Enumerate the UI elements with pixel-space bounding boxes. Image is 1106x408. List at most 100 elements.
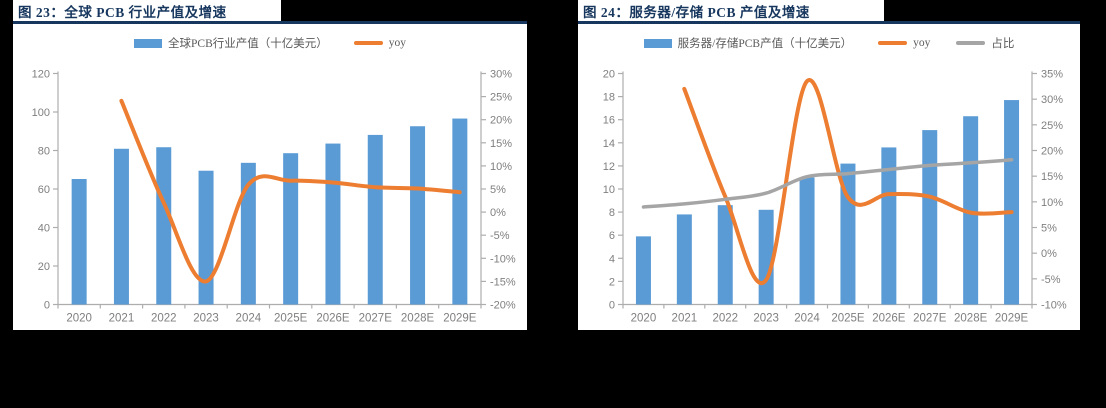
- figure-23-legend: 全球PCB行业产值（十亿美元） yoy: [13, 35, 527, 51]
- legend-line-swatch: [353, 41, 383, 45]
- x-axis-label: 2027E: [913, 313, 947, 325]
- legend-label: 占比: [991, 38, 1015, 50]
- bar-2022: [717, 205, 733, 305]
- right-axis-label: 5%: [490, 184, 506, 196]
- bar-2027E: [367, 134, 383, 305]
- bar-2027E: [922, 130, 938, 305]
- figure-23-title-underline: [13, 21, 527, 24]
- x-axis-label: 2020: [66, 313, 92, 325]
- x-axis-label: 2024: [794, 313, 820, 325]
- right-axis-label: 20%: [490, 115, 512, 127]
- right-axis-label: 35%: [1041, 69, 1063, 81]
- x-axis-label: 2022: [151, 313, 177, 325]
- bar-2029E: [1004, 100, 1020, 305]
- x-axis-label: 2026E: [316, 313, 350, 325]
- right-axis-label: 0%: [1041, 248, 1057, 260]
- x-axis-label: 2020: [631, 313, 657, 325]
- legend-item: 占比: [956, 35, 1014, 51]
- right-axis-label: -5%: [1041, 274, 1061, 286]
- left-axis-label: 16: [603, 115, 615, 127]
- bar-2028E: [410, 126, 426, 305]
- right-axis-label: -20%: [490, 300, 516, 312]
- right-axis-label: 5%: [1041, 223, 1057, 235]
- bar-2024: [799, 177, 815, 305]
- right-axis-label: -10%: [490, 253, 516, 265]
- left-axis-label: 120: [32, 69, 50, 81]
- right-axis-label: -5%: [490, 230, 510, 242]
- bar-series: [71, 118, 468, 305]
- right-axis-label: 25%: [490, 92, 512, 104]
- bar-2026E: [325, 143, 341, 305]
- right-axis-label: 25%: [1041, 120, 1063, 132]
- legend-bar-swatch: [643, 38, 672, 48]
- legend-item: yoy: [878, 37, 930, 49]
- left-axis-label: 80: [38, 146, 50, 158]
- x-axis-label: 2028E: [954, 313, 988, 325]
- figure-23-plot: 0 20 40 60 80 100 120 -20% -15% -10% -5% 0% 5% 10% 15%…: [32, 69, 516, 325]
- figure-24-panel: 图 24：服务器/存储 PCB 产值及增速 服务器/存储PCB产值（十亿美元） y…: [578, 0, 1080, 331]
- legend-label: 全球PCB行业产值（十亿美元）: [168, 38, 328, 50]
- left-axis-label: 20: [603, 69, 615, 81]
- x-axis-label: 2028E: [401, 313, 435, 325]
- left-axis-label: 18: [603, 92, 615, 104]
- right-axis-label: 30%: [490, 69, 512, 81]
- bar-2025E: [283, 153, 299, 305]
- left-axis-label: 0: [44, 300, 50, 312]
- left-axis-label: 12: [603, 161, 615, 173]
- bar-2021: [676, 214, 692, 305]
- figure-24-legend: 服务器/存储PCB产值（十亿美元） yoy 占比: [578, 35, 1080, 51]
- bar-2021: [113, 148, 129, 305]
- left-axis-label: 14: [603, 138, 615, 150]
- x-axis-label: 2021: [672, 313, 698, 325]
- figure-24-title-underline: [578, 21, 1080, 24]
- bar-2026E: [881, 147, 897, 305]
- right-axis-label: 20%: [1041, 146, 1063, 158]
- x-axis-label: 2027E: [359, 313, 393, 325]
- x-axis-label: 2029E: [443, 313, 477, 325]
- figure-23-panel: 图 23：全球 PCB 行业产值及增速 全球PCB行业产值（十亿美元） yoy 0…: [13, 0, 527, 331]
- x-axis-label: 2023: [193, 313, 219, 325]
- bar-2024: [240, 162, 256, 305]
- left-axis-label: 10: [603, 184, 615, 196]
- left-axis-label: 2: [609, 276, 615, 288]
- x-axis-label: 2026E: [872, 313, 906, 325]
- figure-24-title-box: 图 24：服务器/存储 PCB 产值及增速: [578, 0, 884, 21]
- right-axis-label: -15%: [490, 276, 516, 288]
- left-axis-label: 100: [32, 107, 50, 119]
- yoy-line: [119, 98, 462, 284]
- figure-23-title-box: 图 23：全球 PCB 行业产值及增速: [13, 0, 281, 21]
- right-axis-label: 30%: [1041, 94, 1063, 106]
- bar-2023: [198, 170, 214, 305]
- bar-series: [635, 100, 1020, 305]
- figure-24-plot: 0 2 4 6 8 10 12 14 16 18 20 -10% -5% 0% 5% 10% 15% 20% 25%…: [603, 69, 1067, 325]
- legend-label: 服务器/存储PCB产值（十亿美元）: [677, 38, 853, 50]
- yoy-line: [682, 78, 1014, 285]
- legend-line-swatch: [956, 41, 986, 45]
- x-axis-label: 2023: [753, 313, 779, 325]
- right-axis-label: 15%: [490, 138, 512, 150]
- legend-item: yoy: [353, 37, 406, 49]
- legend-label: yoy: [913, 37, 931, 49]
- left-axis-label: 8: [609, 207, 615, 219]
- left-axis-label: 20: [38, 261, 50, 273]
- x-axis-label: 2024: [236, 313, 262, 325]
- x-axis-label: 2021: [109, 313, 135, 325]
- right-axis-label: -10%: [1041, 300, 1067, 312]
- right-axis-label: 0%: [490, 207, 506, 219]
- legend-label: yoy: [388, 37, 406, 49]
- left-axis-label: 4: [609, 253, 615, 265]
- x-axis-label: 2022: [712, 313, 738, 325]
- figure-24-title: 图 24：服务器/存储 PCB 产值及增速: [583, 4, 810, 20]
- bar-2029E: [452, 118, 468, 305]
- bar-2022: [156, 147, 172, 305]
- legend-line-swatch: [878, 41, 908, 45]
- legend-bar-swatch: [134, 38, 162, 48]
- bar-2020: [635, 236, 651, 305]
- left-axis-label: 40: [38, 223, 50, 235]
- right-axis-label: 10%: [1041, 197, 1063, 209]
- right-axis-label: 10%: [490, 161, 512, 173]
- x-axis-label: 2025E: [831, 313, 865, 325]
- right-axis-label: 15%: [1041, 171, 1063, 183]
- share-line: [641, 157, 1014, 209]
